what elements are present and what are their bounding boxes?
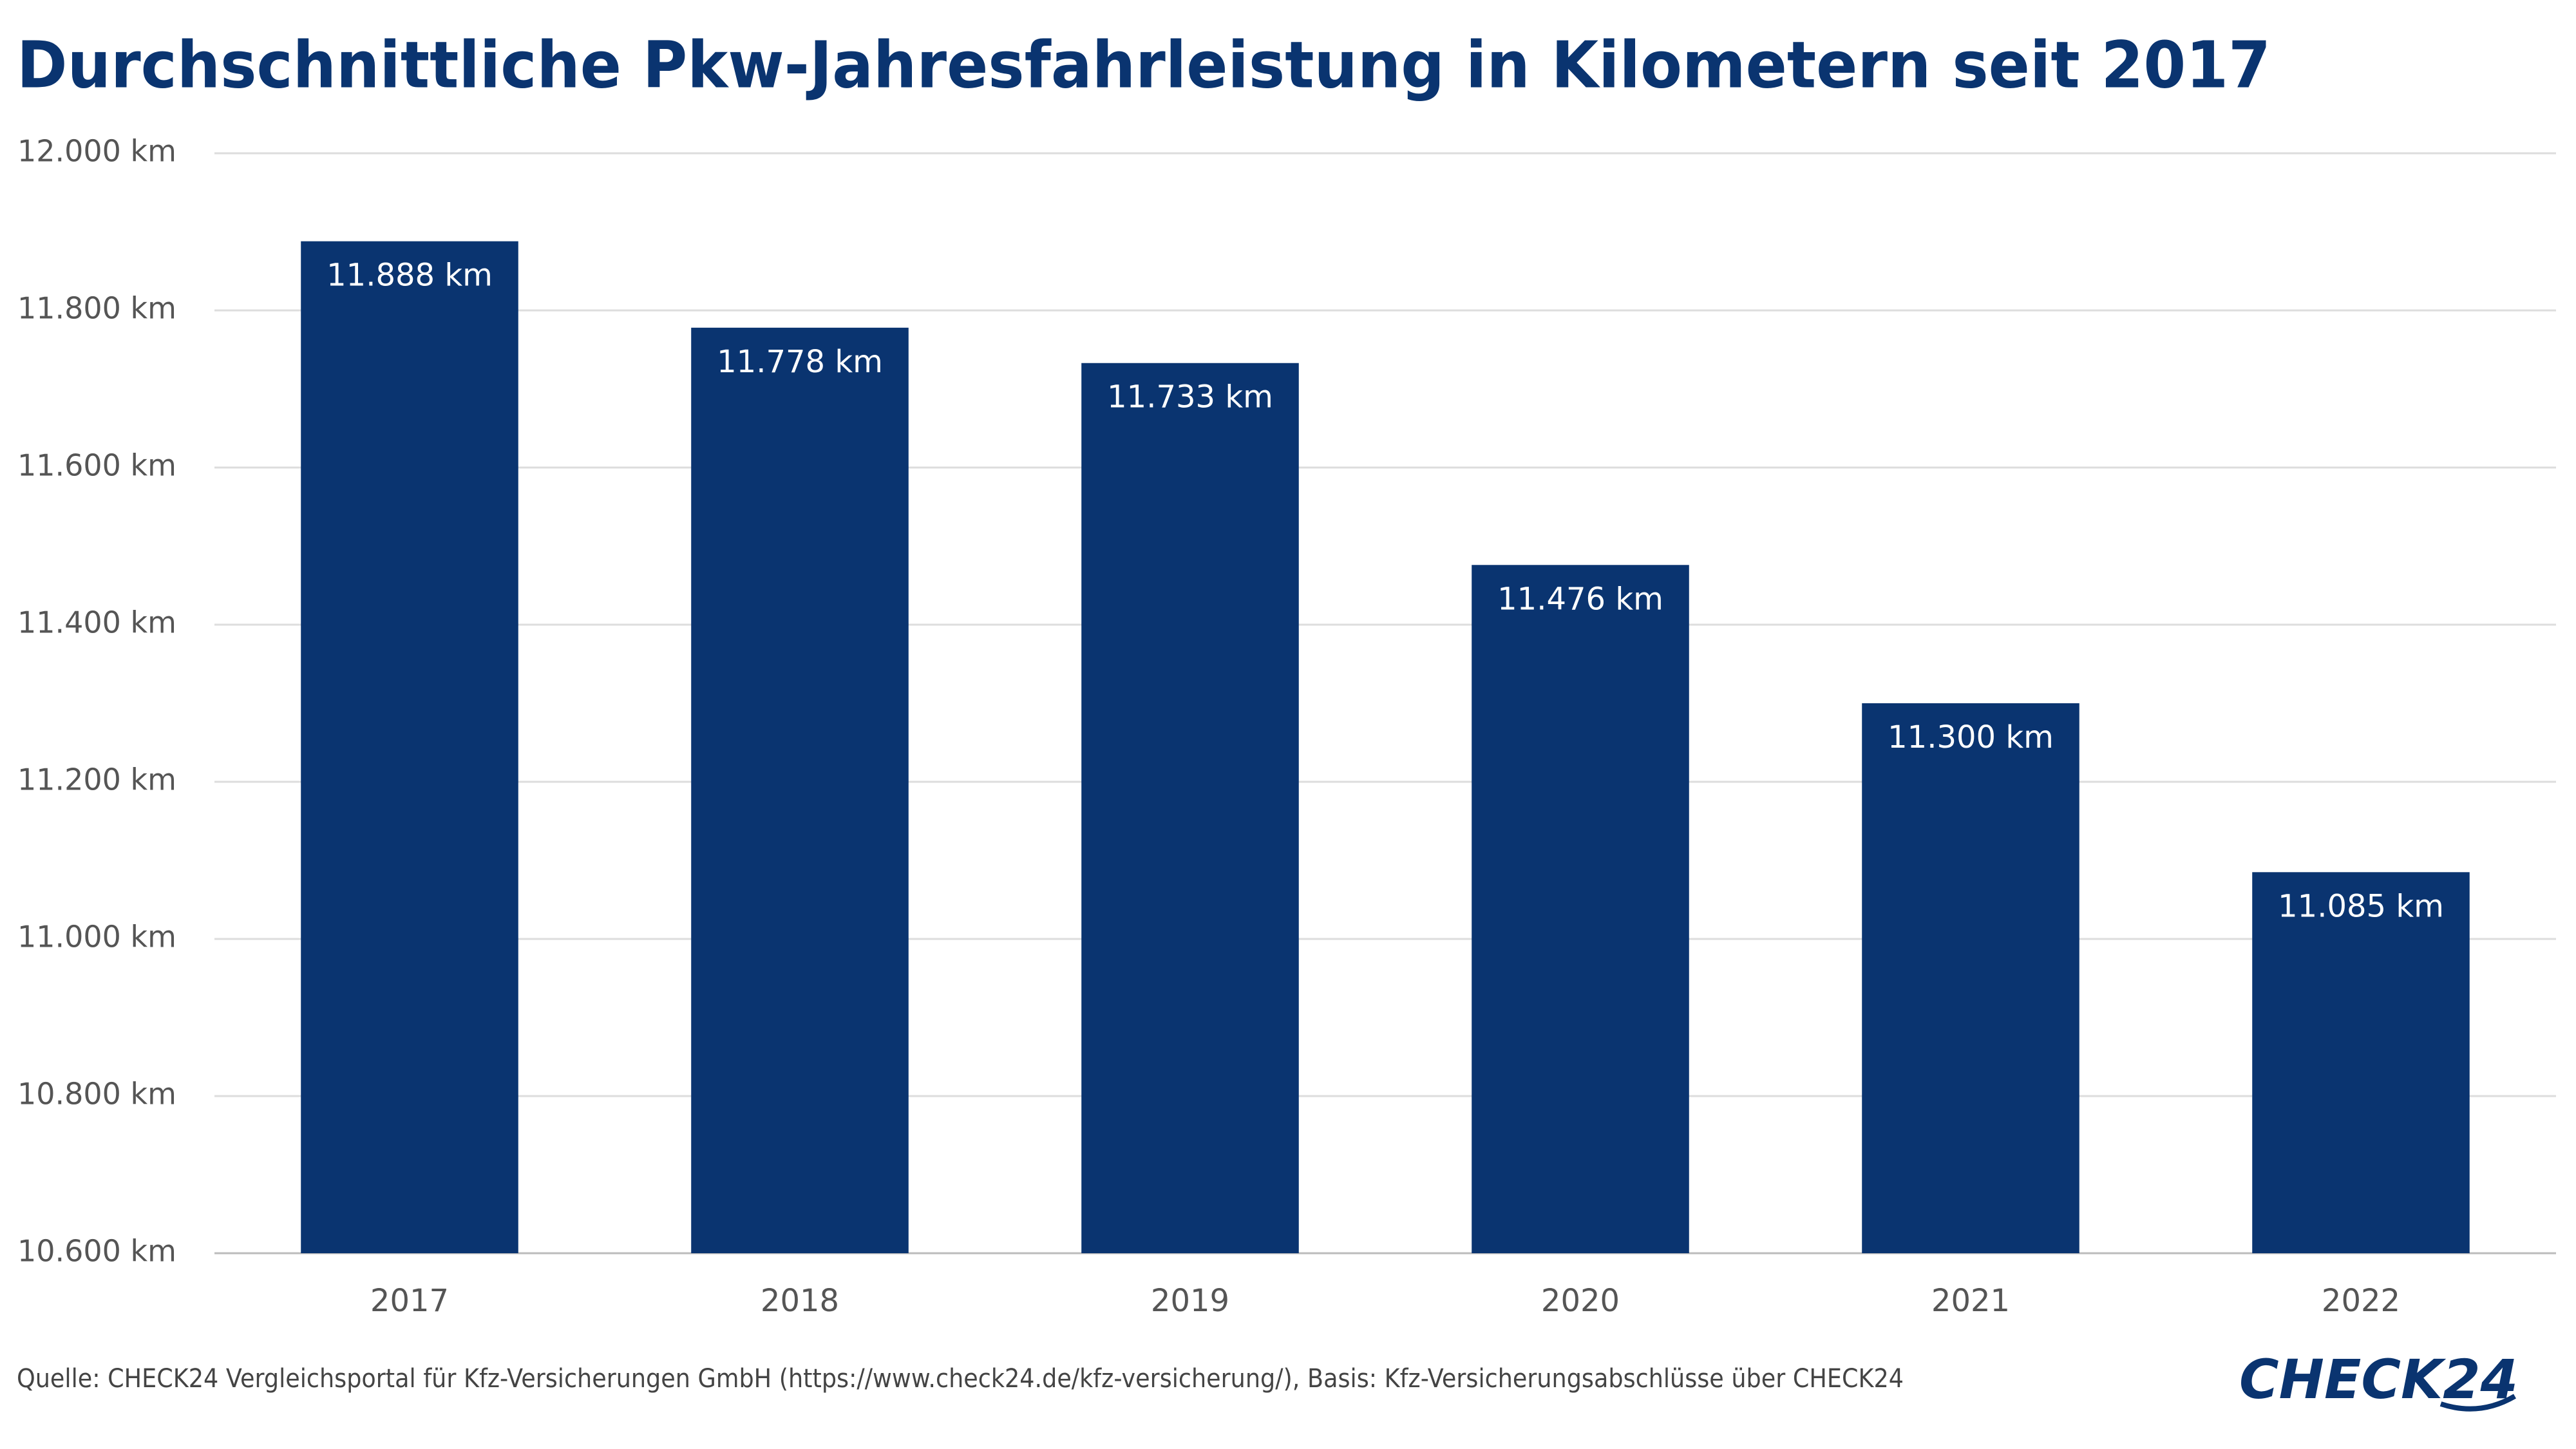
y-tick-label: 10.600 km	[17, 1234, 176, 1269]
x-tick-label: 2017	[370, 1283, 449, 1319]
y-tick-label: 11.000 km	[17, 920, 176, 954]
logo-swoosh	[2439, 1394, 2517, 1412]
bar	[691, 327, 909, 1254]
bar	[301, 241, 518, 1253]
x-tick-label: 2019	[1151, 1283, 1229, 1319]
y-tick-label: 11.200 km	[17, 762, 176, 797]
x-tick-label: 2022	[2322, 1283, 2400, 1319]
x-tick-label: 2020	[1541, 1283, 1620, 1319]
bar	[2252, 872, 2470, 1253]
value-label: 11.476 km	[1497, 581, 1663, 617]
bar	[1472, 565, 1689, 1253]
bar	[1862, 703, 2079, 1253]
value-label: 11.778 km	[717, 344, 883, 380]
bar	[1081, 363, 1299, 1253]
x-tick-label: 2021	[1931, 1283, 2010, 1319]
value-label: 11.300 km	[1888, 719, 2054, 755]
chart-title: Durchschnittliche Pkw-Jahresfahrleistung…	[17, 27, 2271, 102]
y-tick-label: 11.400 km	[17, 605, 176, 640]
value-label: 11.733 km	[1107, 379, 1273, 415]
y-tick-label: 11.800 km	[17, 291, 176, 326]
y-tick-label: 11.600 km	[17, 448, 176, 483]
source-note: Quelle: CHECK24 Vergleichsportal für Kfz…	[17, 1364, 1904, 1394]
value-label: 11.085 km	[2278, 888, 2444, 924]
logo: CHECK24	[2239, 1348, 2518, 1411]
y-tick-label: 12.000 km	[17, 134, 176, 169]
x-tick-label: 2018	[761, 1283, 839, 1319]
value-label: 11.888 km	[327, 258, 493, 294]
y-tick-label: 10.800 km	[17, 1077, 176, 1112]
